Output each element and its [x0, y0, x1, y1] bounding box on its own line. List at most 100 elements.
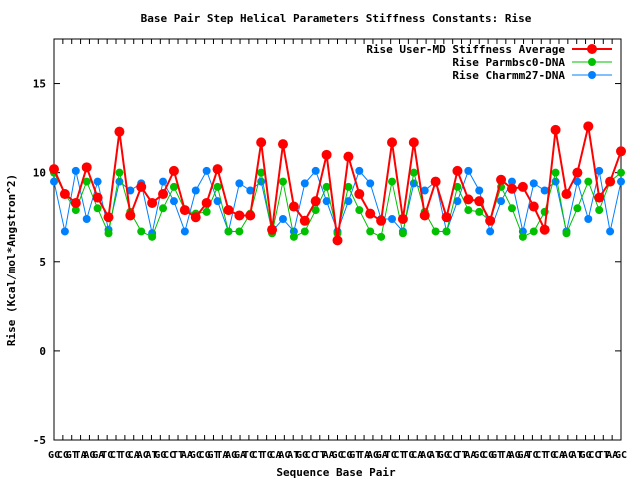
data-point: [572, 167, 583, 178]
x-tick-label: GC: [615, 450, 627, 461]
data-point: [289, 232, 298, 241]
x-tick-label: GT: [349, 450, 361, 461]
data-point: [420, 186, 429, 195]
data-point: [355, 206, 364, 215]
data-point: [115, 168, 124, 177]
x-tick-label: GA: [518, 450, 530, 461]
data-point: [332, 235, 343, 246]
data-point: [376, 215, 387, 226]
data-point: [464, 166, 473, 175]
data-point: [321, 149, 332, 160]
data-point: [125, 210, 136, 221]
data-point: [168, 165, 179, 176]
y-axis-label: Rise (Kcal/mol*Angstron^2): [5, 174, 18, 346]
data-point: [366, 227, 375, 236]
x-tick-label: CC: [588, 450, 600, 461]
x-tick-label: AC: [562, 450, 574, 461]
x-axis-label: Sequence Base Pair: [276, 466, 396, 479]
data-point: [442, 227, 451, 236]
x-tick-label: TA: [216, 450, 228, 461]
data-point: [453, 197, 462, 206]
data-point: [387, 137, 398, 148]
x-tick-label: TC: [385, 450, 397, 461]
x-tick-label: TC: [101, 450, 113, 461]
data-point: [81, 162, 92, 173]
x-tick-label: GT: [207, 450, 219, 461]
x-tick-label: CA: [128, 450, 140, 461]
data-point: [180, 227, 189, 236]
data-point: [179, 205, 190, 216]
data-point: [486, 227, 495, 236]
data-point: [71, 206, 80, 215]
data-point: [190, 212, 201, 223]
x-tick-label: TG: [119, 450, 131, 461]
x-tick-label: AA: [323, 450, 335, 461]
x-tick-label: TG: [402, 450, 414, 461]
data-point: [388, 177, 397, 186]
data-point: [409, 168, 418, 177]
series-1: [49, 121, 626, 246]
x-tick-label: AT: [429, 450, 441, 461]
data-point: [267, 224, 278, 235]
data-point: [594, 192, 605, 203]
data-point: [617, 177, 625, 186]
data-point: [377, 232, 386, 241]
x-tick-label: CG: [482, 450, 494, 461]
data-point: [103, 212, 114, 223]
data-point: [355, 166, 364, 175]
x-tick-label: AT: [145, 450, 157, 461]
series-2: [50, 168, 625, 241]
x-tick-label: TG: [544, 450, 556, 461]
data-point: [246, 186, 255, 195]
data-point: [70, 197, 81, 208]
data-point: [595, 206, 604, 215]
data-point: [408, 137, 419, 148]
data-point: [441, 212, 452, 223]
data-point: [605, 176, 616, 187]
data-point: [148, 232, 157, 241]
x-tick-label: TA: [75, 450, 87, 461]
data-point: [322, 182, 331, 191]
data-point: [114, 126, 125, 137]
x-tick-label: AG: [225, 450, 237, 461]
x-tick-label: GA: [376, 450, 388, 461]
x-tick-label: GC: [190, 450, 202, 461]
data-point: [584, 215, 593, 223]
y-tick-label: 0: [39, 345, 46, 358]
x-tick-label: GC: [48, 450, 60, 461]
data-point: [234, 210, 245, 221]
x-tick-label: AG: [83, 450, 95, 461]
x-tick-label: GC: [331, 450, 343, 461]
data-point: [573, 177, 582, 186]
data-point: [191, 186, 200, 195]
data-point: [159, 177, 168, 186]
data-point: [540, 186, 549, 195]
data-point: [464, 206, 473, 215]
x-axis: GCCGGTTAAGGATCCTTGCAACATGGCCTTAAGCCGGTTA…: [48, 39, 627, 461]
data-point: [159, 204, 168, 213]
data-point: [463, 194, 474, 205]
data-point: [561, 189, 572, 200]
data-point: [506, 183, 517, 194]
x-tick-label: TA: [358, 450, 370, 461]
legend-label: Rise User-MD Stiffness Average: [366, 43, 565, 56]
data-point: [202, 207, 211, 216]
data-point: [474, 196, 485, 207]
data-point: [137, 227, 146, 236]
y-tick-label: 5: [39, 256, 46, 269]
x-tick-label: CT: [535, 450, 547, 461]
data-point: [147, 197, 158, 208]
data-point: [529, 179, 538, 188]
data-point: [507, 204, 516, 213]
x-tick-label: TT: [597, 450, 609, 461]
series-layer: [49, 121, 626, 246]
data-point: [344, 182, 353, 191]
data-point: [49, 164, 59, 175]
data-point: [288, 201, 299, 212]
data-point: [551, 168, 560, 177]
data-point: [50, 177, 58, 186]
legend-marker: [587, 44, 597, 54]
data-point: [213, 182, 222, 191]
data-point: [104, 229, 113, 238]
